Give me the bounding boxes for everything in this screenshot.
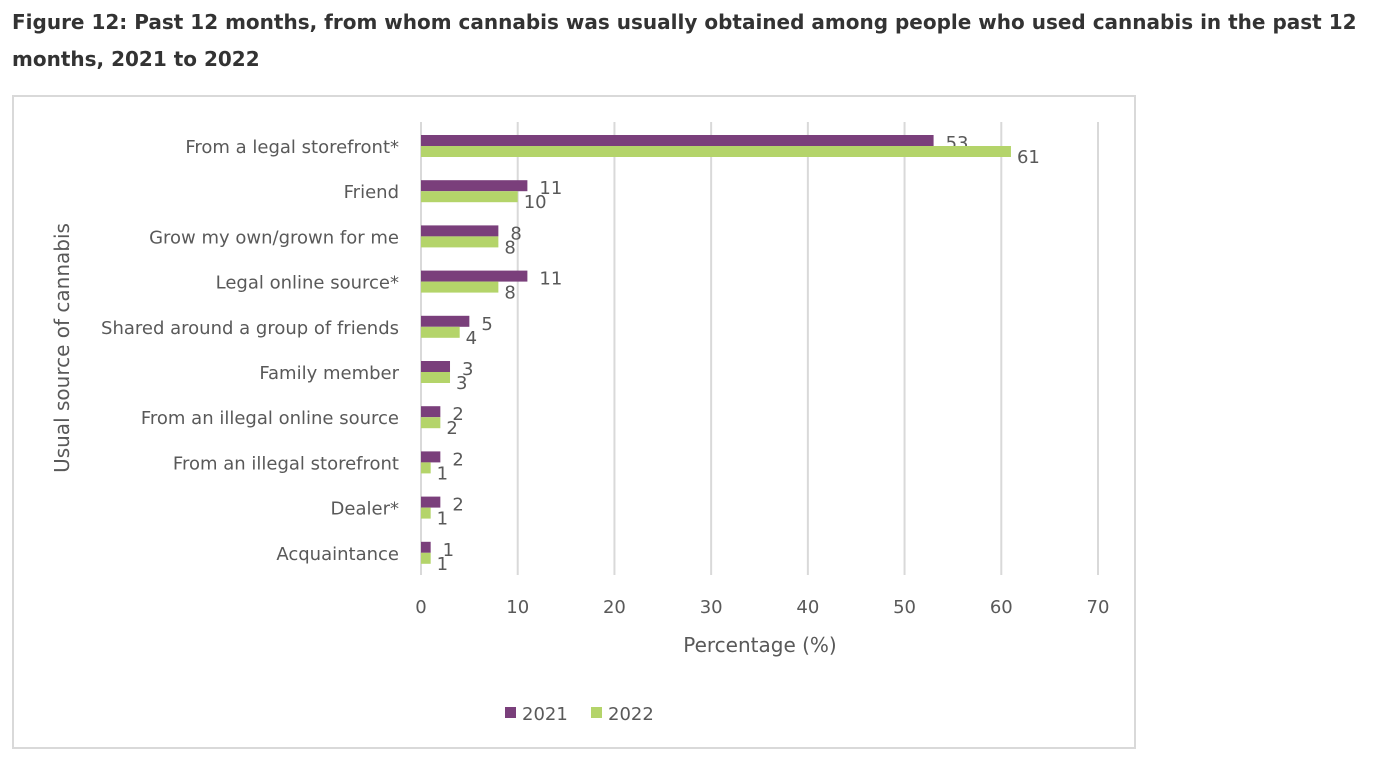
data-label-2021: 1 — [443, 540, 454, 561]
data-label-2021: 11 — [539, 178, 562, 199]
bar-2021 — [421, 315, 470, 327]
x-tick-label: 60 — [990, 597, 1013, 618]
y-category-label: Acquaintance — [276, 544, 399, 565]
bar-2022 — [421, 417, 441, 429]
y-category-label: Shared around a group of friends — [101, 318, 399, 339]
x-axis-title: Percentage (%) — [683, 633, 836, 657]
data-label-2021: 2 — [452, 449, 463, 470]
data-label-2022: 2 — [446, 418, 457, 439]
y-axis-title: Usual source of cannabis — [50, 223, 74, 473]
figure-title: Figure 12: Past 12 months, from whom can… — [12, 10, 1357, 71]
y-category-label: From an illegal online source — [141, 408, 399, 429]
data-label-2021: 2 — [452, 404, 463, 425]
legend-swatch — [591, 707, 602, 718]
data-label-2022: 8 — [504, 237, 515, 258]
legend-label: 2021 — [522, 704, 568, 725]
x-tick-label: 10 — [506, 597, 529, 618]
bar-2021 — [421, 361, 451, 372]
data-label-2021: 3 — [462, 359, 473, 380]
y-category-label: Dealer* — [331, 499, 399, 520]
bar-2022 — [421, 372, 451, 383]
bar-2022 — [421, 236, 499, 248]
y-category-label: Grow my own/grown for me — [149, 227, 399, 248]
bar-2021 — [421, 225, 499, 237]
bar-2022 — [421, 462, 431, 474]
legend-label: 2022 — [608, 704, 654, 725]
y-category-label: From a legal storefront* — [185, 137, 399, 158]
bar-2021 — [421, 180, 528, 192]
x-tick-label: 20 — [603, 597, 626, 618]
y-category-label: Friend — [344, 182, 399, 203]
data-label-2022: 10 — [524, 192, 547, 213]
y-category-label: From an illegal storefront — [173, 453, 399, 474]
data-label-2021: 8 — [510, 223, 521, 244]
data-label-2022: 8 — [504, 283, 515, 304]
x-tick-label: 70 — [1087, 597, 1110, 618]
legend-swatch — [505, 707, 516, 718]
bar-2022 — [421, 281, 499, 293]
bar-2022 — [421, 507, 431, 519]
data-label-2022: 61 — [1017, 147, 1040, 168]
data-label-2022: 3 — [456, 373, 467, 394]
x-tick-label: 30 — [700, 597, 723, 618]
chart-frame — [12, 95, 1136, 749]
bar-2021 — [421, 451, 441, 463]
bar-2021 — [421, 135, 934, 146]
bar-2021 — [421, 270, 528, 282]
bar-2022 — [421, 146, 1011, 157]
y-category-label: Family member — [259, 363, 399, 384]
bar-2021 — [421, 541, 431, 553]
data-label-2021: 5 — [481, 314, 492, 335]
bar-2021 — [421, 496, 441, 508]
x-tick-label: 50 — [893, 597, 916, 618]
bar-2021 — [421, 406, 441, 418]
data-label-2022: 1 — [437, 463, 448, 484]
data-label-2022: 4 — [466, 328, 477, 349]
x-tick-label: 40 — [796, 597, 819, 618]
bar-2022 — [421, 191, 518, 203]
bar-2022 — [421, 552, 431, 564]
y-category-label: Legal online source* — [216, 273, 399, 294]
data-label-2021: 2 — [452, 495, 463, 516]
x-tick-label: 0 — [415, 597, 426, 618]
bar-2022 — [421, 326, 460, 338]
data-label-2021: 11 — [539, 269, 562, 290]
data-label-2022: 1 — [437, 509, 448, 530]
data-label-2022: 1 — [437, 554, 448, 575]
